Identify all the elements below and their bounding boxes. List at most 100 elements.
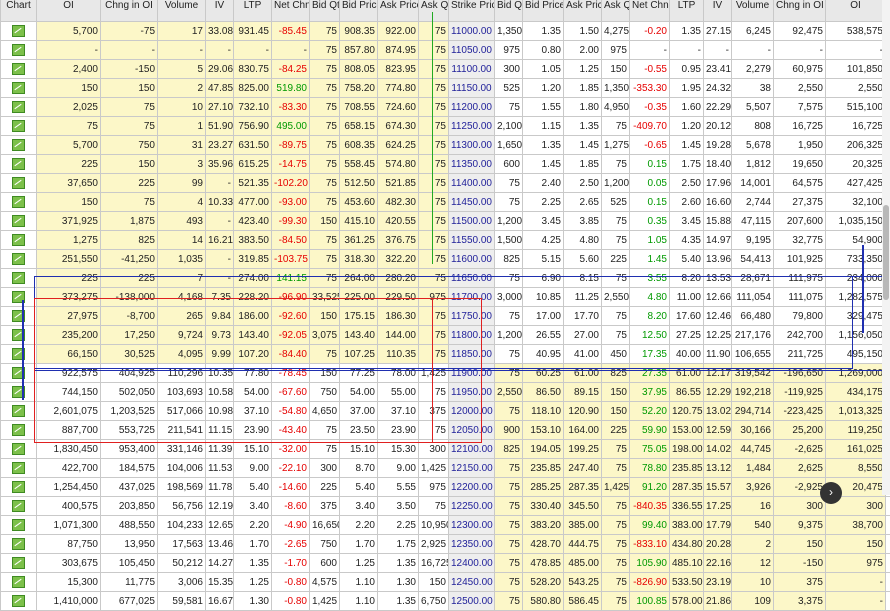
call-cell[interactable]: 477.00 — [234, 193, 272, 212]
put-cell[interactable]: - — [670, 41, 704, 60]
chart-cell[interactable] — [1, 402, 37, 421]
put-cell[interactable]: 485.10 — [670, 554, 704, 573]
chart-icon[interactable] — [12, 139, 25, 151]
chart-icon[interactable] — [12, 253, 25, 265]
chart-icon[interactable] — [12, 215, 25, 227]
call-cell[interactable]: 107.20 — [234, 345, 272, 364]
call-cell[interactable]: 521.35 — [234, 174, 272, 193]
chart-cell[interactable] — [1, 383, 37, 402]
chart-cell[interactable] — [1, 421, 37, 440]
chart-cell[interactable] — [1, 288, 37, 307]
chart-cell[interactable] — [886, 554, 890, 573]
chart-cell[interactable] — [1, 269, 37, 288]
chart-cell[interactable] — [1, 174, 37, 193]
call-cell[interactable]: 830.75 — [234, 60, 272, 79]
put-cell[interactable]: 383.00 — [670, 516, 704, 535]
chart-cell[interactable] — [886, 497, 890, 516]
put-cell[interactable]: 120.75 — [670, 402, 704, 421]
chart-icon[interactable] — [12, 158, 25, 170]
chart-icon[interactable] — [12, 405, 25, 417]
chart-cell[interactable] — [1, 459, 37, 478]
call-cell[interactable]: 825.00 — [234, 79, 272, 98]
chart-icon[interactable] — [12, 519, 25, 531]
put-cell[interactable]: 1.95 — [670, 79, 704, 98]
chart-cell[interactable] — [1, 554, 37, 573]
chart-icon[interactable] — [12, 177, 25, 189]
put-cell[interactable]: 1.60 — [670, 98, 704, 117]
chart-cell[interactable] — [1, 364, 37, 383]
call-cell[interactable]: 423.40 — [234, 212, 272, 231]
chart-icon[interactable] — [12, 44, 25, 56]
chart-cell[interactable] — [1, 497, 37, 516]
call-cell[interactable]: 54.00 — [234, 383, 272, 402]
chart-icon[interactable] — [12, 82, 25, 94]
call-cell[interactable]: 15.10 — [234, 440, 272, 459]
put-cell[interactable]: 8.20 — [670, 269, 704, 288]
chart-cell[interactable] — [1, 573, 37, 592]
chart-cell[interactable] — [1, 440, 37, 459]
chart-icon[interactable] — [12, 310, 25, 322]
chart-icon[interactable] — [12, 272, 25, 284]
chart-icon[interactable] — [12, 329, 25, 341]
chart-icon[interactable] — [12, 120, 25, 132]
chart-cell[interactable] — [1, 79, 37, 98]
chart-icon[interactable] — [12, 595, 25, 607]
chart-cell[interactable] — [886, 535, 890, 554]
chart-icon[interactable] — [12, 443, 25, 455]
chart-cell[interactable] — [1, 307, 37, 326]
put-cell[interactable]: 1.20 — [670, 117, 704, 136]
put-cell[interactable]: 235.85 — [670, 459, 704, 478]
scrollbar-thumb[interactable] — [883, 205, 889, 300]
call-cell[interactable]: 1.35 — [234, 554, 272, 573]
put-cell[interactable]: 198.00 — [670, 440, 704, 459]
chart-cell[interactable] — [1, 117, 37, 136]
put-cell[interactable]: 336.55 — [670, 497, 704, 516]
call-cell[interactable]: 732.10 — [234, 98, 272, 117]
chart-cell[interactable] — [1, 345, 37, 364]
call-cell[interactable]: 2.20 — [234, 516, 272, 535]
call-cell[interactable]: 37.10 — [234, 402, 272, 421]
chart-icon[interactable] — [12, 576, 25, 588]
call-cell[interactable]: 931.45 — [234, 22, 272, 41]
put-cell[interactable]: 533.50 — [670, 573, 704, 592]
chart-cell[interactable] — [1, 98, 37, 117]
call-cell[interactable]: 1.25 — [234, 573, 272, 592]
put-cell[interactable]: 40.00 — [670, 345, 704, 364]
chart-icon[interactable] — [12, 291, 25, 303]
put-cell[interactable]: 4.35 — [670, 231, 704, 250]
put-cell[interactable]: 2.60 — [670, 193, 704, 212]
call-cell[interactable]: - — [234, 41, 272, 60]
chart-icon[interactable] — [12, 500, 25, 512]
chart-cell[interactable] — [1, 136, 37, 155]
put-cell[interactable]: 3.45 — [670, 212, 704, 231]
chart-cell[interactable] — [886, 516, 890, 535]
chart-cell[interactable] — [1, 41, 37, 60]
call-cell[interactable]: 23.90 — [234, 421, 272, 440]
call-cell[interactable]: 383.50 — [234, 231, 272, 250]
chart-icon[interactable] — [12, 63, 25, 75]
call-cell[interactable]: 631.50 — [234, 136, 272, 155]
chart-cell[interactable] — [1, 155, 37, 174]
put-cell[interactable]: 1.75 — [670, 155, 704, 174]
call-cell[interactable]: 186.00 — [234, 307, 272, 326]
put-cell[interactable]: 1.45 — [670, 136, 704, 155]
put-cell[interactable]: 86.55 — [670, 383, 704, 402]
chart-icon[interactable] — [12, 538, 25, 550]
chart-cell[interactable] — [1, 478, 37, 497]
call-cell[interactable]: 1.30 — [234, 592, 272, 611]
chart-icon[interactable] — [12, 234, 25, 246]
put-cell[interactable]: 17.60 — [670, 307, 704, 326]
chart-cell[interactable] — [1, 535, 37, 554]
chart-icon[interactable] — [12, 386, 25, 398]
chart-cell[interactable] — [886, 592, 890, 611]
chart-cell[interactable] — [1, 212, 37, 231]
chart-cell[interactable] — [1, 516, 37, 535]
put-cell[interactable]: 2.50 — [670, 174, 704, 193]
call-cell[interactable]: 9.00 — [234, 459, 272, 478]
put-cell[interactable]: 153.00 — [670, 421, 704, 440]
chart-cell[interactable] — [1, 193, 37, 212]
put-cell[interactable]: 578.00 — [670, 592, 704, 611]
chart-cell[interactable] — [1, 250, 37, 269]
chart-icon[interactable] — [12, 462, 25, 474]
chart-cell[interactable] — [886, 573, 890, 592]
